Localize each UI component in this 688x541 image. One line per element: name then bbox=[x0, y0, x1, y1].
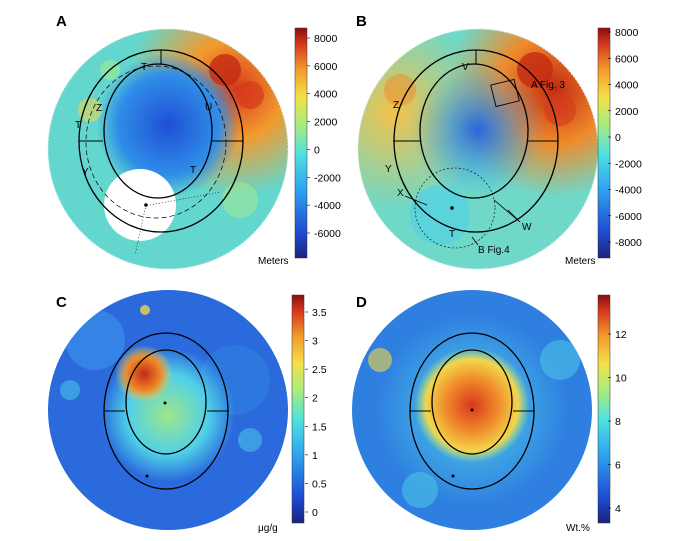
panel-letter-b: B bbox=[356, 13, 367, 30]
white-occlusion-disk bbox=[104, 169, 176, 241]
colorbar-tick-label: 8 bbox=[615, 416, 621, 428]
colorbar-tick-label: 2.5 bbox=[312, 364, 327, 376]
map-d bbox=[352, 290, 592, 530]
annotation-x: X bbox=[397, 188, 404, 199]
colorbar-tick-labels: 80006000400020000-2000-4000-600080006000… bbox=[305, 27, 642, 519]
colorbar-tick-label: 1.5 bbox=[312, 421, 327, 433]
annotation-t: T bbox=[190, 165, 196, 176]
annotation-z: Z bbox=[393, 100, 399, 111]
colorbar-tick-label: 0 bbox=[312, 507, 318, 519]
colorbar-tick-label: 6 bbox=[615, 460, 621, 472]
colorbar-tick-label: -4000 bbox=[314, 200, 341, 212]
colorbar-tick-label: 0.5 bbox=[312, 478, 327, 490]
colorbar-unit-b: Meters bbox=[565, 256, 596, 267]
colorbar-tick-label: 4000 bbox=[314, 89, 338, 101]
colorbar-tick-label: 4000 bbox=[615, 80, 639, 92]
colorbar-tick-label: 3 bbox=[312, 336, 318, 348]
colorbar-tick-label: 1 bbox=[312, 450, 318, 462]
inner-ring-c bbox=[125, 349, 207, 455]
colorbar-unit-a: Meters bbox=[258, 256, 289, 267]
colorbar-tick-label: -8000 bbox=[615, 237, 642, 249]
colorbar-tick-label: 0 bbox=[314, 144, 320, 156]
map-c bbox=[48, 290, 288, 530]
annotation-u: U bbox=[205, 102, 212, 113]
annotation-b-fig4: B Fig.4 bbox=[478, 245, 510, 256]
panel-letter-d: D bbox=[356, 294, 367, 311]
colorbar-tick-label: 6000 bbox=[314, 61, 338, 73]
colorbar-tick-label: 8000 bbox=[314, 33, 338, 45]
annotation-t: T bbox=[449, 229, 455, 240]
panel-c: C bbox=[48, 290, 288, 530]
colorbar-tick-label: -2000 bbox=[314, 172, 341, 184]
panel-d: D bbox=[352, 290, 592, 530]
colorbar-tick-label: 3.5 bbox=[312, 307, 327, 319]
annotation-y: Y bbox=[385, 164, 392, 175]
colorbar-d: Wt.% bbox=[566, 294, 611, 534]
colorbar-tick-label: 2000 bbox=[615, 106, 639, 118]
colorbar-tick-label: -4000 bbox=[615, 185, 642, 197]
panel-a: A T Z U T Y T bbox=[47, 13, 289, 270]
colorbar-tick-label: -2000 bbox=[615, 158, 642, 170]
colorbar-tick-label: 0 bbox=[615, 132, 621, 144]
colorbar-unit-c: μg/g bbox=[258, 523, 278, 534]
colorbar-unit-d: Wt.% bbox=[566, 523, 590, 534]
inner-ring-b bbox=[419, 63, 529, 199]
annotation-t: T bbox=[75, 120, 81, 131]
colorbar-tick-label: 10 bbox=[615, 373, 627, 385]
annotation-y: Y bbox=[82, 167, 89, 178]
inner-ring-d bbox=[431, 349, 513, 455]
colorbar-b: Meters bbox=[565, 27, 611, 267]
colorbar-tick-label: 4 bbox=[615, 503, 621, 515]
colorbar-tick-label: 2 bbox=[312, 393, 318, 405]
panel-letter-a: A bbox=[56, 13, 67, 30]
colorbar-tick-label: 2000 bbox=[314, 117, 338, 129]
panel-letter-c: C bbox=[56, 294, 67, 311]
colorbar-tick-label: 8000 bbox=[615, 27, 639, 39]
colorbar-tick-label: 12 bbox=[615, 329, 627, 341]
colorbar-tick-label: 6000 bbox=[615, 53, 639, 65]
annotation-z: Z bbox=[96, 103, 102, 114]
colorbar-tick-label: -6000 bbox=[615, 211, 642, 223]
panel-b: B V A Fig. 3 Z Y X W T B Fig.4 bbox=[356, 13, 599, 270]
inner-ring-a bbox=[103, 63, 213, 199]
annotation-w: W bbox=[522, 222, 532, 233]
colorbar-tick-label: -6000 bbox=[314, 228, 341, 240]
annotation-t: T bbox=[141, 62, 147, 73]
colorbar-c: μg/g bbox=[258, 294, 305, 534]
annotation-a-fig3: A Fig. 3 bbox=[531, 80, 565, 91]
colorbar-a: Meters bbox=[258, 27, 308, 267]
map-a bbox=[48, 29, 288, 269]
annotation-v: V bbox=[462, 62, 469, 73]
